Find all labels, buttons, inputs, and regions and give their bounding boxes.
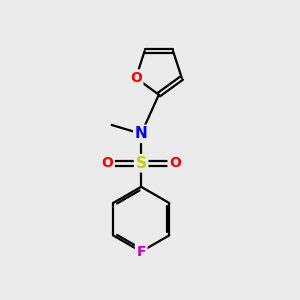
Text: O: O [101,156,113,170]
Text: O: O [130,71,142,85]
Text: S: S [136,156,147,171]
Text: O: O [169,156,181,170]
Text: F: F [136,244,146,259]
Text: N: N [135,126,148,141]
